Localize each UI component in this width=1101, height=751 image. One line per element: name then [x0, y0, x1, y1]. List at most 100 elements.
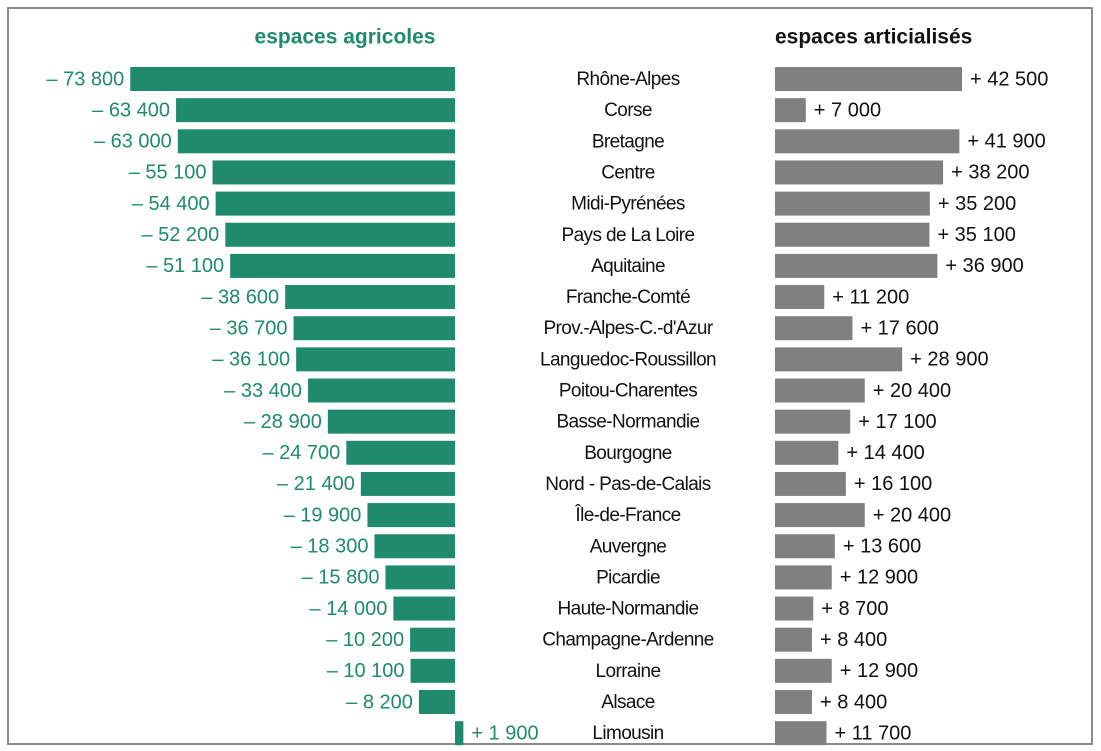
value-label: + 7 000	[814, 99, 881, 121]
value-label: – 21 400	[277, 473, 355, 495]
region-label: Limousin	[592, 723, 663, 744]
bar	[775, 316, 853, 341]
value-label: – 24 700	[262, 442, 340, 464]
bar	[775, 534, 835, 559]
region-label: Nord - Pas-de-Calais	[545, 474, 710, 495]
bar	[177, 129, 456, 154]
bar	[775, 378, 865, 403]
bar	[225, 222, 455, 247]
value-label: + 20 400	[873, 504, 951, 526]
bar	[293, 316, 455, 341]
bar	[346, 440, 455, 465]
value-label: + 8 700	[821, 598, 888, 620]
value-label: + 35 100	[937, 224, 1015, 246]
value-label: – 8 200	[346, 691, 413, 713]
value-label: + 13 600	[843, 536, 921, 558]
bar	[775, 347, 903, 372]
value-label: – 73 800	[46, 68, 124, 90]
region-label: Picardie	[596, 567, 660, 588]
value-label: – 18 300	[291, 536, 369, 558]
value-label: – 15 800	[302, 567, 380, 589]
bar	[775, 503, 865, 528]
bar	[410, 627, 455, 652]
value-label: + 12 900	[840, 660, 918, 682]
region-label: Franche-Comté	[566, 287, 690, 308]
region-label: Languedoc-Roussillon	[540, 349, 716, 370]
region-label: Poitou-Charentes	[559, 381, 697, 402]
value-label: – 36 700	[210, 317, 288, 339]
bar	[393, 596, 455, 621]
value-label: + 42 500	[970, 68, 1048, 90]
value-label: – 38 600	[201, 286, 279, 308]
value-label: – 33 400	[224, 380, 302, 402]
bar	[775, 285, 825, 310]
value-label: + 28 900	[910, 349, 988, 371]
value-label: – 10 200	[326, 629, 404, 651]
region-label: Rhône-Alpes	[576, 69, 679, 90]
region-label: Aquitaine	[591, 256, 665, 277]
value-label: – 55 100	[129, 162, 207, 184]
value-label: + 11 200	[832, 286, 909, 308]
bar	[374, 534, 455, 559]
bar	[410, 658, 455, 683]
bar	[775, 658, 832, 683]
value-label: – 63 000	[94, 131, 172, 153]
bar	[775, 627, 812, 652]
bar	[308, 378, 455, 403]
value-label: – 63 400	[92, 99, 170, 121]
bar	[775, 253, 938, 278]
value-label: – 36 100	[212, 349, 290, 371]
bar	[215, 191, 455, 216]
bar	[775, 440, 839, 465]
value-label: – 54 400	[132, 193, 210, 215]
region-label: Champagne-Ardenne	[542, 630, 714, 651]
value-label: – 10 100	[327, 660, 405, 682]
bar	[775, 67, 962, 91]
value-label: – 14 000	[310, 598, 388, 620]
bar	[385, 565, 455, 590]
bar	[775, 409, 851, 434]
value-label: + 1 900	[471, 722, 538, 744]
bar	[775, 721, 827, 746]
region-label: Lorraine	[596, 661, 661, 682]
region-label: Centre	[601, 162, 654, 183]
bar	[285, 285, 455, 310]
bar	[775, 222, 930, 247]
bar	[775, 129, 960, 154]
bar	[367, 503, 455, 528]
value-label: + 12 900	[840, 567, 918, 589]
region-label: Auvergne	[590, 536, 667, 557]
value-label: – 51 100	[146, 255, 224, 277]
bar	[455, 721, 464, 746]
value-label: – 19 900	[284, 504, 362, 526]
value-label: + 8 400	[820, 691, 887, 713]
frame	[7, 7, 1093, 745]
bar	[176, 98, 456, 123]
region-label: Prov.-Alpes-C.-d'Azur	[543, 318, 713, 339]
value-label: + 14 400	[846, 442, 924, 464]
bar	[775, 690, 812, 714]
value-label: + 38 200	[951, 162, 1029, 184]
value-label: + 20 400	[873, 380, 951, 402]
value-label: + 8 400	[820, 629, 887, 651]
value-label: + 17 600	[860, 317, 938, 339]
region-label: Basse-Normandie	[556, 412, 699, 433]
left-header: espaces agricoles	[255, 26, 436, 49]
bar	[775, 191, 930, 216]
bar	[775, 98, 806, 123]
region-label: Île-de-France	[574, 504, 680, 526]
value-label: + 35 200	[938, 193, 1016, 215]
region-label: Haute-Normandie	[558, 599, 699, 620]
value-label: + 36 900	[945, 255, 1023, 277]
value-label: + 11 700	[834, 722, 911, 744]
value-label: + 17 100	[858, 411, 936, 433]
region-label: Midi-Pyrénées	[571, 194, 685, 215]
bar	[296, 347, 455, 372]
bar	[775, 596, 814, 621]
value-label: + 16 100	[854, 473, 932, 495]
region-label: Corse	[604, 100, 652, 121]
bar	[775, 471, 846, 496]
value-label: – 52 200	[141, 224, 219, 246]
bar	[327, 409, 455, 434]
